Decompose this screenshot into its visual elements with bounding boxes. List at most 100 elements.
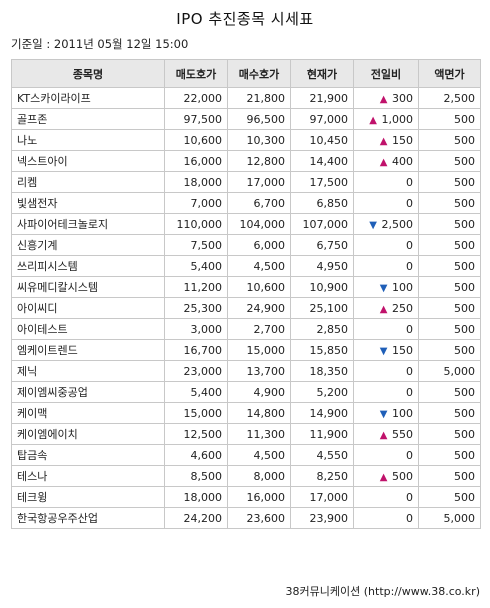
stock-name-cell: 테스나	[11, 465, 165, 487]
bid-price-cell: 6,000	[227, 234, 291, 256]
triangle-up-icon: ▲	[379, 429, 388, 441]
ask-price-cell: 7,000	[164, 192, 228, 214]
stock-name-value: KT스카이라이프	[17, 92, 91, 105]
par-value-value: 500	[454, 322, 475, 336]
source-credit: 38커뮤니케이션 (http://www.38.co.kr)	[285, 585, 480, 598]
stock-name-cell: 케이맥	[11, 402, 165, 424]
change-value: 0	[406, 490, 413, 504]
stock-name-cell: 제닉	[11, 360, 165, 382]
ask-price-cell: 10,600	[164, 129, 228, 151]
change-value: 0	[406, 259, 413, 273]
change-cell: 0	[353, 255, 419, 277]
stock-name-value: 리켐	[17, 176, 38, 189]
par-value-cell: 500	[418, 465, 481, 487]
table-row: 탑금속 4,600 4,500 4,550 0 500	[11, 444, 481, 466]
ask-price-value: 15,000	[183, 406, 223, 420]
change-cell: 0	[353, 360, 419, 382]
current-price-value: 107,000	[302, 217, 349, 231]
change-cell: ▲ 150	[353, 129, 419, 151]
table-row: KT스카이라이프 22,000 21,800 21,900 ▲ 300 2,500	[11, 87, 481, 109]
ask-price-cell: 18,000	[164, 171, 228, 193]
change-value: 150	[392, 133, 413, 147]
ask-price-value: 18,000	[183, 175, 223, 189]
bid-price-value: 11,300	[246, 427, 286, 441]
ask-price-value: 110,000	[176, 217, 223, 231]
current-price-value: 23,900	[309, 511, 349, 525]
bid-price-cell: 15,000	[227, 339, 291, 361]
par-value-value: 500	[454, 238, 475, 252]
par-value-cell: 500	[418, 192, 481, 214]
par-value-value: 5,000	[443, 364, 476, 378]
bid-price-cell: 11,300	[227, 423, 291, 445]
table-row: 넥스트아이 16,000 12,800 14,400 ▲ 400 500	[11, 150, 481, 172]
par-value-cell: 500	[418, 444, 481, 466]
par-value-value: 500	[454, 112, 475, 126]
ask-price-value: 5,400	[190, 259, 223, 273]
ask-price-cell: 3,000	[164, 318, 228, 340]
stock-name-value: 씨유메디칼시스템	[17, 281, 98, 294]
ask-price-value: 4,600	[190, 448, 223, 462]
current-price-cell: 17,500	[290, 171, 354, 193]
change-value: 400	[392, 154, 413, 168]
current-price-cell: 8,250	[290, 465, 354, 487]
par-value-cell: 500	[418, 255, 481, 277]
ask-price-cell: 23,000	[164, 360, 228, 382]
current-price-value: 11,900	[309, 427, 349, 441]
change-cell: 0	[353, 444, 419, 466]
current-price-cell: 14,900	[290, 402, 354, 424]
table-row: 엠케이트렌드 16,700 15,000 15,850 ▼ 150 500	[11, 339, 481, 361]
stock-name-cell: 아이테스트	[11, 318, 165, 340]
change-value: 0	[406, 364, 413, 378]
stock-name-value: 탑금속	[17, 449, 48, 462]
bid-price-cell: 4,500	[227, 255, 291, 277]
stock-name-cell: 제이엠씨중공업	[11, 381, 165, 403]
triangle-down-icon: ▼	[379, 345, 388, 357]
stock-name-value: 나노	[17, 134, 38, 147]
bid-price-value: 24,900	[246, 301, 286, 315]
table-row: 한국항공우주산업 24,200 23,600 23,900 0 5,000	[11, 507, 481, 529]
stock-name-value: 케이맥	[17, 407, 48, 420]
triangle-up-icon: ▲	[379, 93, 388, 105]
table-row: 나노 10,600 10,300 10,450 ▲ 150 500	[11, 129, 481, 151]
bid-price-cell: 4,500	[227, 444, 291, 466]
change-value: 2,500	[381, 217, 414, 231]
stock-name-cell: 아이씨디	[11, 297, 165, 319]
bid-price-value: 4,500	[253, 448, 286, 462]
bid-price-value: 6,000	[253, 238, 286, 252]
stock-name-value: 아이테스트	[17, 323, 68, 336]
triangle-up-icon: ▲	[379, 471, 388, 483]
triangle-up-icon: ▲	[379, 156, 388, 168]
bid-price-value: 96,500	[246, 112, 286, 126]
current-price-cell: 4,950	[290, 255, 354, 277]
change-cell: ▲ 550	[353, 423, 419, 445]
current-price-value: 4,550	[316, 448, 349, 462]
bid-price-cell: 6,700	[227, 192, 291, 214]
stock-name-cell: 한국항공우주산업	[11, 507, 165, 529]
current-price-value: 10,900	[309, 280, 349, 294]
ask-price-value: 16,000	[183, 154, 223, 168]
ask-price-cell: 11,200	[164, 276, 228, 298]
stock-name-value: 엠케이트렌드	[17, 344, 78, 357]
ask-price-cell: 110,000	[164, 213, 228, 235]
par-value-cell: 500	[418, 486, 481, 508]
par-value-value: 500	[454, 385, 475, 399]
current-price-cell: 25,100	[290, 297, 354, 319]
change-value: 0	[406, 511, 413, 525]
stock-name-value: 아이씨디	[17, 302, 58, 315]
bid-price-value: 16,000	[246, 490, 286, 504]
stock-name-value: 넥스트아이	[17, 155, 68, 168]
change-value: 0	[406, 385, 413, 399]
table-header-row: 종목명 매도호가 매수호가 현재가 전일비 액면가	[11, 59, 481, 88]
current-price-cell: 107,000	[290, 213, 354, 235]
bid-price-cell: 17,000	[227, 171, 291, 193]
current-price-cell: 6,850	[290, 192, 354, 214]
bid-price-cell: 16,000	[227, 486, 291, 508]
bid-price-value: 23,600	[246, 511, 286, 525]
stock-name-value: 한국항공우주산업	[17, 512, 98, 525]
stock-name-cell: 나노	[11, 129, 165, 151]
change-cell: ▲ 300	[353, 87, 419, 109]
ask-price-cell: 5,400	[164, 381, 228, 403]
table-row: 사파이어테크놀로지 110,000 104,000 107,000 ▼ 2,500 500	[11, 213, 481, 235]
ask-price-cell: 5,400	[164, 255, 228, 277]
change-cell: 0	[353, 318, 419, 340]
